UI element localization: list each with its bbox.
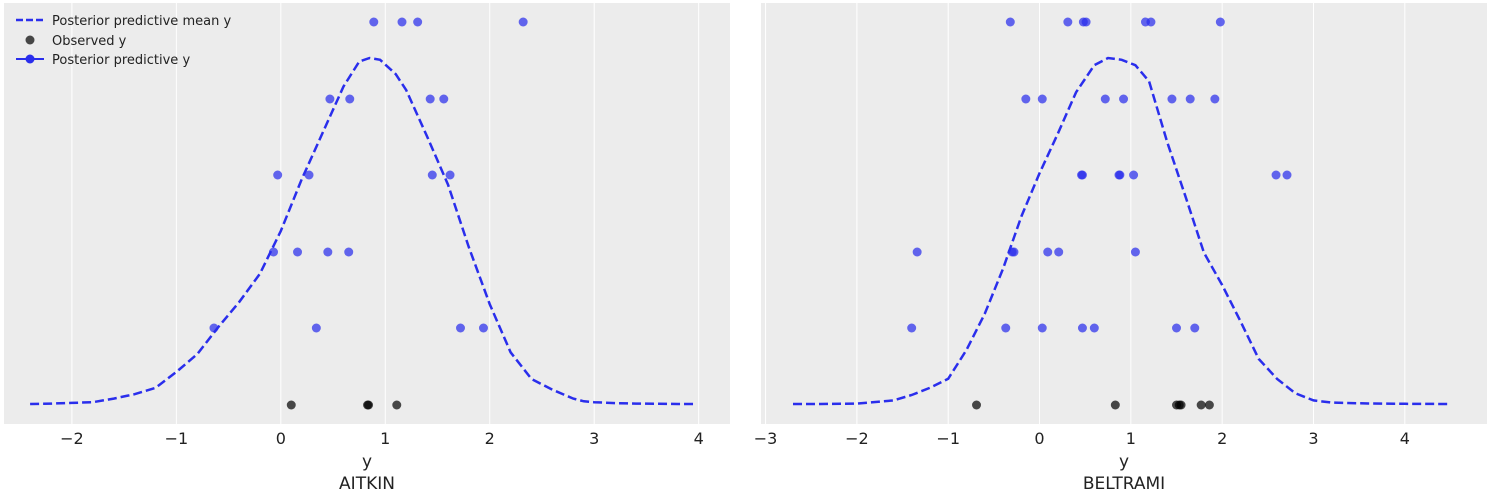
posterior-predictive-point (369, 17, 379, 27)
x-tick-label: 3 (1308, 429, 1318, 448)
legend: Posterior predictive mean y Observed y P… (16, 14, 231, 68)
posterior-predictive-point (344, 247, 354, 257)
posterior-predictive-point (1081, 17, 1091, 27)
plot-area-aitkin (4, 3, 730, 424)
posterior-predictive-point (273, 170, 283, 180)
x-tick-label: 0 (1034, 429, 1044, 448)
posterior-predictive-point (1077, 323, 1087, 333)
posterior-predictive-point (518, 17, 528, 27)
posterior-predictive-point (1119, 94, 1129, 104)
x-tick-label: 2 (1217, 429, 1227, 448)
posterior-predictive-point (445, 170, 455, 180)
posterior-predictive-mean-curve-beltrami (793, 56, 1451, 406)
x-tick-label: −2 (60, 429, 84, 448)
x-tick-label: 3 (589, 429, 599, 448)
panel-beltrami: −3 −2 −1 0 1 2 3 4 y BELTRAMI (754, 3, 1487, 494)
posterior-predictive-point (478, 323, 488, 333)
observed-point (286, 400, 296, 410)
legend-predictive-swatch (25, 54, 35, 64)
posterior-predictive-point (1210, 94, 1220, 104)
posterior-predictive-point (1129, 170, 1139, 180)
legend-predictive-label: Posterior predictive y (52, 53, 190, 68)
observed-point (1110, 400, 1120, 410)
x-tick-label: −2 (845, 429, 869, 448)
posterior-predictive-point (1037, 94, 1047, 104)
posterior-predictive-point (293, 247, 303, 257)
posterior-predictive-point (1037, 323, 1047, 333)
posterior-predictive-point (323, 247, 333, 257)
x-tick-label: −1 (165, 429, 189, 448)
posterior-predictive-point (1115, 170, 1125, 180)
legend-mean-label: Posterior predictive mean y (52, 14, 231, 29)
panel-title-beltrami: BELTRAMI (1083, 474, 1165, 494)
posterior-predictive-point (1001, 323, 1011, 333)
observed-point (392, 400, 402, 410)
x-tick-label: −1 (936, 429, 960, 448)
posterior-predictive-point (1167, 94, 1177, 104)
observed-points-aitkin (286, 400, 402, 410)
posterior-predictive-point (1172, 323, 1182, 333)
posterior-predictive-point (1271, 170, 1281, 180)
posterior-predictive-point (304, 170, 314, 180)
posterior-predictive-point (1063, 17, 1073, 27)
observed-point (1176, 400, 1186, 410)
x-tick-label: 4 (1400, 429, 1410, 448)
observed-point (1204, 400, 1214, 410)
x-tick-label: 1 (380, 429, 390, 448)
observed-point (972, 400, 982, 410)
posterior-predictive-point (912, 247, 922, 257)
posterior-predictive-point (209, 323, 219, 333)
posterior-predictive-point (1089, 323, 1099, 333)
observed-point (1196, 400, 1206, 410)
gridlines-beltrami (765, 3, 1406, 424)
observed-points-beltrami (972, 400, 1214, 410)
x-tick-label: 1 (1126, 429, 1136, 448)
x-axis-label-aitkin: y (362, 452, 372, 472)
posterior-predictive-point (1185, 94, 1195, 104)
posterior-predictive-point (1130, 247, 1140, 257)
posterior-predictive-point (1054, 247, 1064, 257)
posterior-predictive-point (1146, 17, 1156, 27)
legend-observed-swatch (25, 35, 35, 45)
posterior-predictive-mean-curve-aitkin (30, 56, 696, 406)
posterior-predictive-point (1009, 247, 1019, 257)
posterior-predictive-point (397, 17, 407, 27)
panel-title-aitkin: AITKIN (339, 474, 395, 494)
posterior-predictive-point (1005, 17, 1015, 27)
posterior-predictive-point (311, 323, 321, 333)
posterior-predictive-points-aitkin (209, 17, 528, 333)
posterior-predictive-point (345, 94, 355, 104)
panel-aitkin: −2 −1 0 1 2 3 4 y AITKIN Posterior predictive … (4, 3, 730, 494)
posterior-predictive-point (1100, 94, 1110, 104)
legend-observed-label: Observed y (52, 34, 127, 49)
posterior-predictive-point (439, 94, 449, 104)
x-tick-label: 4 (694, 429, 704, 448)
x-axis-label-beltrami: y (1119, 452, 1129, 472)
posterior-predictive-point (413, 17, 423, 27)
posterior-predictive-point (425, 94, 435, 104)
posterior-predictive-point (427, 170, 437, 180)
posterior-predictive-point (1282, 170, 1292, 180)
posterior-predictive-points-beltrami (907, 17, 1292, 333)
observed-point (364, 400, 374, 410)
posterior-predictive-point (1190, 323, 1200, 333)
x-tick-label: −3 (754, 429, 778, 448)
x-tick-label: 0 (276, 429, 286, 448)
x-tick-labels-beltrami: −3 −2 −1 0 1 2 3 4 (754, 429, 1410, 448)
posterior-predictive-point (1021, 94, 1031, 104)
x-tick-labels-aitkin: −2 −1 0 1 2 3 4 (60, 429, 704, 448)
posterior-predictive-point (1077, 170, 1087, 180)
posterior-predictive-point (907, 323, 917, 333)
posterior-predictive-point (325, 94, 335, 104)
posterior-predictive-point (1215, 17, 1225, 27)
x-tick-label: 2 (485, 429, 495, 448)
gridlines-aitkin (71, 3, 700, 424)
posterior-predictive-point (269, 247, 279, 257)
posterior-predictive-point (455, 323, 465, 333)
plot-area-beltrami (761, 3, 1487, 424)
posterior-predictive-point (1043, 247, 1053, 257)
